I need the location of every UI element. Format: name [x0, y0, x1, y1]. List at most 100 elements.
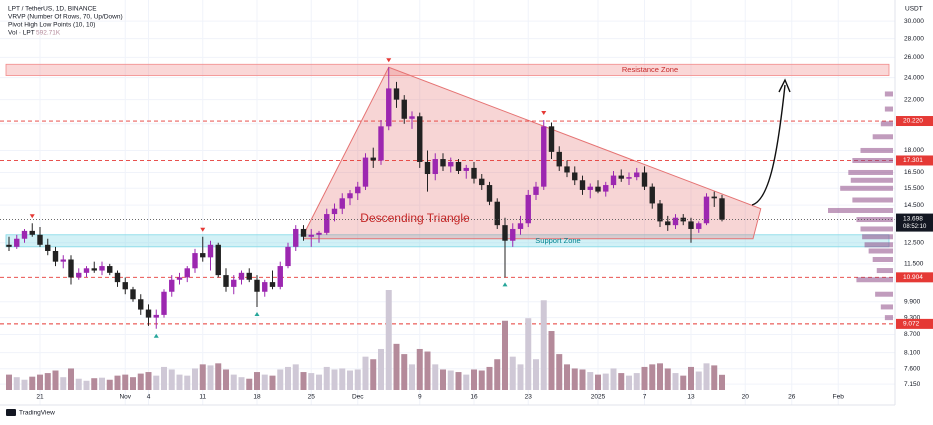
candle-body [378, 126, 384, 161]
volume-bar [540, 300, 547, 390]
volume-bar [385, 290, 392, 390]
volume-bar [230, 374, 237, 390]
y-tick-label: 24.000 [904, 74, 924, 81]
candle-body [587, 186, 593, 190]
candle-body [37, 234, 43, 245]
volume-profile-bar [875, 291, 893, 297]
candle-body [424, 161, 431, 175]
candle-body [448, 161, 454, 167]
price-label-box [896, 155, 933, 166]
candle-body [409, 116, 415, 119]
volume-bar [223, 369, 229, 390]
volume-bar [199, 364, 206, 390]
volume-bar [91, 378, 98, 390]
y-tick-label: 11.500 [904, 261, 924, 268]
volume-profile-bar [868, 248, 893, 254]
last-price-label: 13.698 [903, 215, 923, 222]
volume-bar [21, 379, 28, 390]
volume-bar [52, 370, 59, 390]
volume-bar [602, 373, 609, 390]
candle-body [362, 157, 369, 187]
volume-bar [525, 318, 532, 390]
volume-bar [114, 375, 121, 390]
plot: 7.150 7.600 8.100 8.700 9.300 9.900 11.500 12.5… [0, 18, 933, 401]
volume-bar [339, 368, 346, 390]
candle-body [719, 198, 725, 220]
x-tick-label: 25 [308, 394, 316, 401]
chart-title: LPT / TetherUS, 1D, BINANCE [8, 6, 97, 13]
volume-bar [463, 374, 470, 390]
countdown: 08:52:10 [903, 224, 927, 230]
volume-bar [657, 363, 663, 390]
y-tick-label: 15.500 [904, 185, 924, 192]
candle-body [595, 186, 601, 192]
candle-body [83, 268, 90, 273]
candle-body [316, 232, 322, 235]
x-tick-label: 2025 [591, 394, 606, 401]
volume-bar [548, 331, 555, 390]
volume-bar [6, 374, 12, 390]
candle-body [122, 282, 128, 290]
y-tick-label: 14.500 [904, 202, 924, 209]
volume-bar [215, 363, 222, 390]
candle-body [564, 166, 570, 173]
y-tick-label: 7.600 [904, 365, 921, 372]
volume-bar [509, 356, 516, 390]
candle-body [91, 268, 97, 271]
candle-body [556, 151, 562, 167]
volume-bar [641, 366, 648, 390]
y-tick-label: 8.100 [904, 349, 921, 356]
volume-bar [409, 364, 415, 390]
candle-body [60, 259, 66, 262]
volume-bar [285, 366, 291, 390]
volume-bar [316, 374, 322, 390]
x-tick-label: 4 [147, 394, 151, 401]
volume-profile-bar [856, 277, 893, 283]
volume-bar [378, 348, 384, 390]
x-tick-label: 26 [788, 394, 796, 401]
candle-body [347, 193, 353, 199]
y-tick-label: 7.150 [904, 381, 921, 388]
volume-profile-bar [850, 177, 893, 183]
candle-body [641, 172, 648, 187]
candle-body [223, 275, 229, 287]
candle-body [680, 217, 686, 222]
volume-bar [269, 375, 276, 390]
y-tick-label: 26.000 [904, 54, 924, 61]
candle-body [153, 314, 159, 318]
candle-body [533, 186, 539, 195]
volume-bar [455, 372, 462, 390]
volume-bar [370, 359, 377, 390]
candle-body [510, 228, 516, 241]
candle-body [672, 217, 679, 226]
volume-profile-bar [876, 268, 893, 274]
x-tick-label: 16 [470, 394, 478, 401]
volume-profile-bar [860, 226, 893, 232]
x-tick-label: 23 [525, 394, 533, 401]
volume-bar [401, 354, 408, 390]
x-tick-label: 21 [36, 394, 44, 401]
candle-body [610, 175, 617, 186]
x-tick-label: 13 [687, 394, 695, 401]
zone-label: Resistance Zone [622, 65, 678, 74]
volume-bar [254, 372, 260, 390]
volume-title: Vol · LPT [8, 30, 35, 37]
candle-body [541, 126, 547, 187]
volume-bar [571, 368, 578, 390]
candle-body [107, 266, 113, 273]
volume-bar [447, 370, 454, 390]
candle-body [401, 99, 407, 119]
candle-body [207, 244, 214, 258]
candle-body [169, 279, 175, 292]
pivot-high [200, 227, 206, 232]
volume-bar [130, 377, 136, 390]
volume-profile-bar [828, 207, 893, 213]
candle-body [711, 196, 717, 199]
candle-body [76, 272, 82, 278]
price-label: 10.904 [903, 274, 923, 281]
candle-body [215, 244, 221, 276]
candle-body [463, 167, 469, 171]
candle-body [525, 194, 531, 224]
candle-body [603, 185, 609, 192]
